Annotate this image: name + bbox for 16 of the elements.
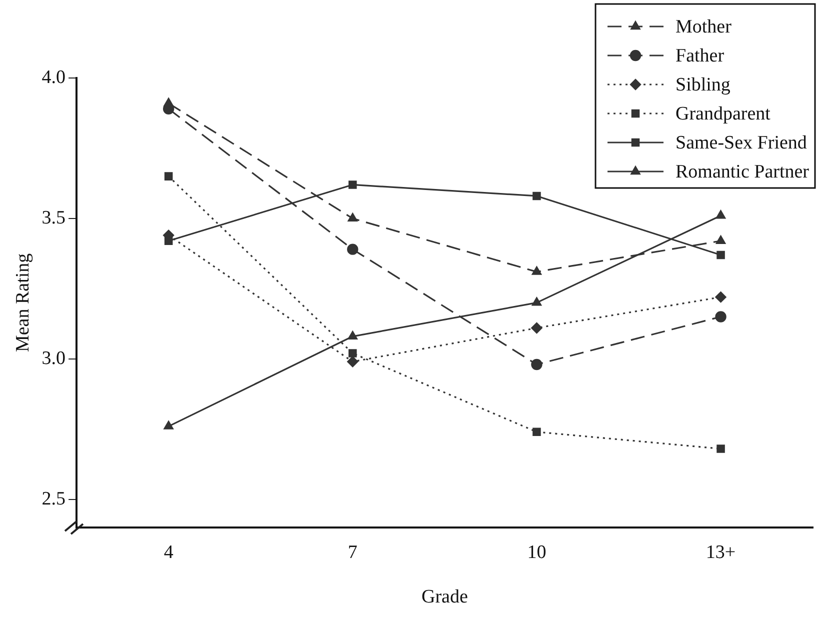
x-tick-label: 10 xyxy=(527,542,546,563)
y-tick-label: 3.5 xyxy=(42,207,66,228)
x-axis-title: Grade xyxy=(421,586,468,608)
y-axis-title: Mean Rating xyxy=(12,252,34,352)
legend-label: Father xyxy=(676,45,725,66)
x-tick-label: 7 xyxy=(348,542,358,563)
legend-label: Grandparent xyxy=(676,103,772,124)
x-tick-label: 13+ xyxy=(706,542,736,563)
legend-label: Romantic Partner xyxy=(676,161,810,182)
x-tick-label: 4 xyxy=(164,542,174,563)
y-tick-label: 4.0 xyxy=(42,66,66,88)
y-tick-label: 2.5 xyxy=(42,488,66,510)
y-tick-label: 3.0 xyxy=(42,348,66,369)
legend-label: Mother xyxy=(676,16,732,38)
legend-label: Sibling xyxy=(676,74,731,96)
legend-label: Same-Sex Friend xyxy=(676,132,808,154)
